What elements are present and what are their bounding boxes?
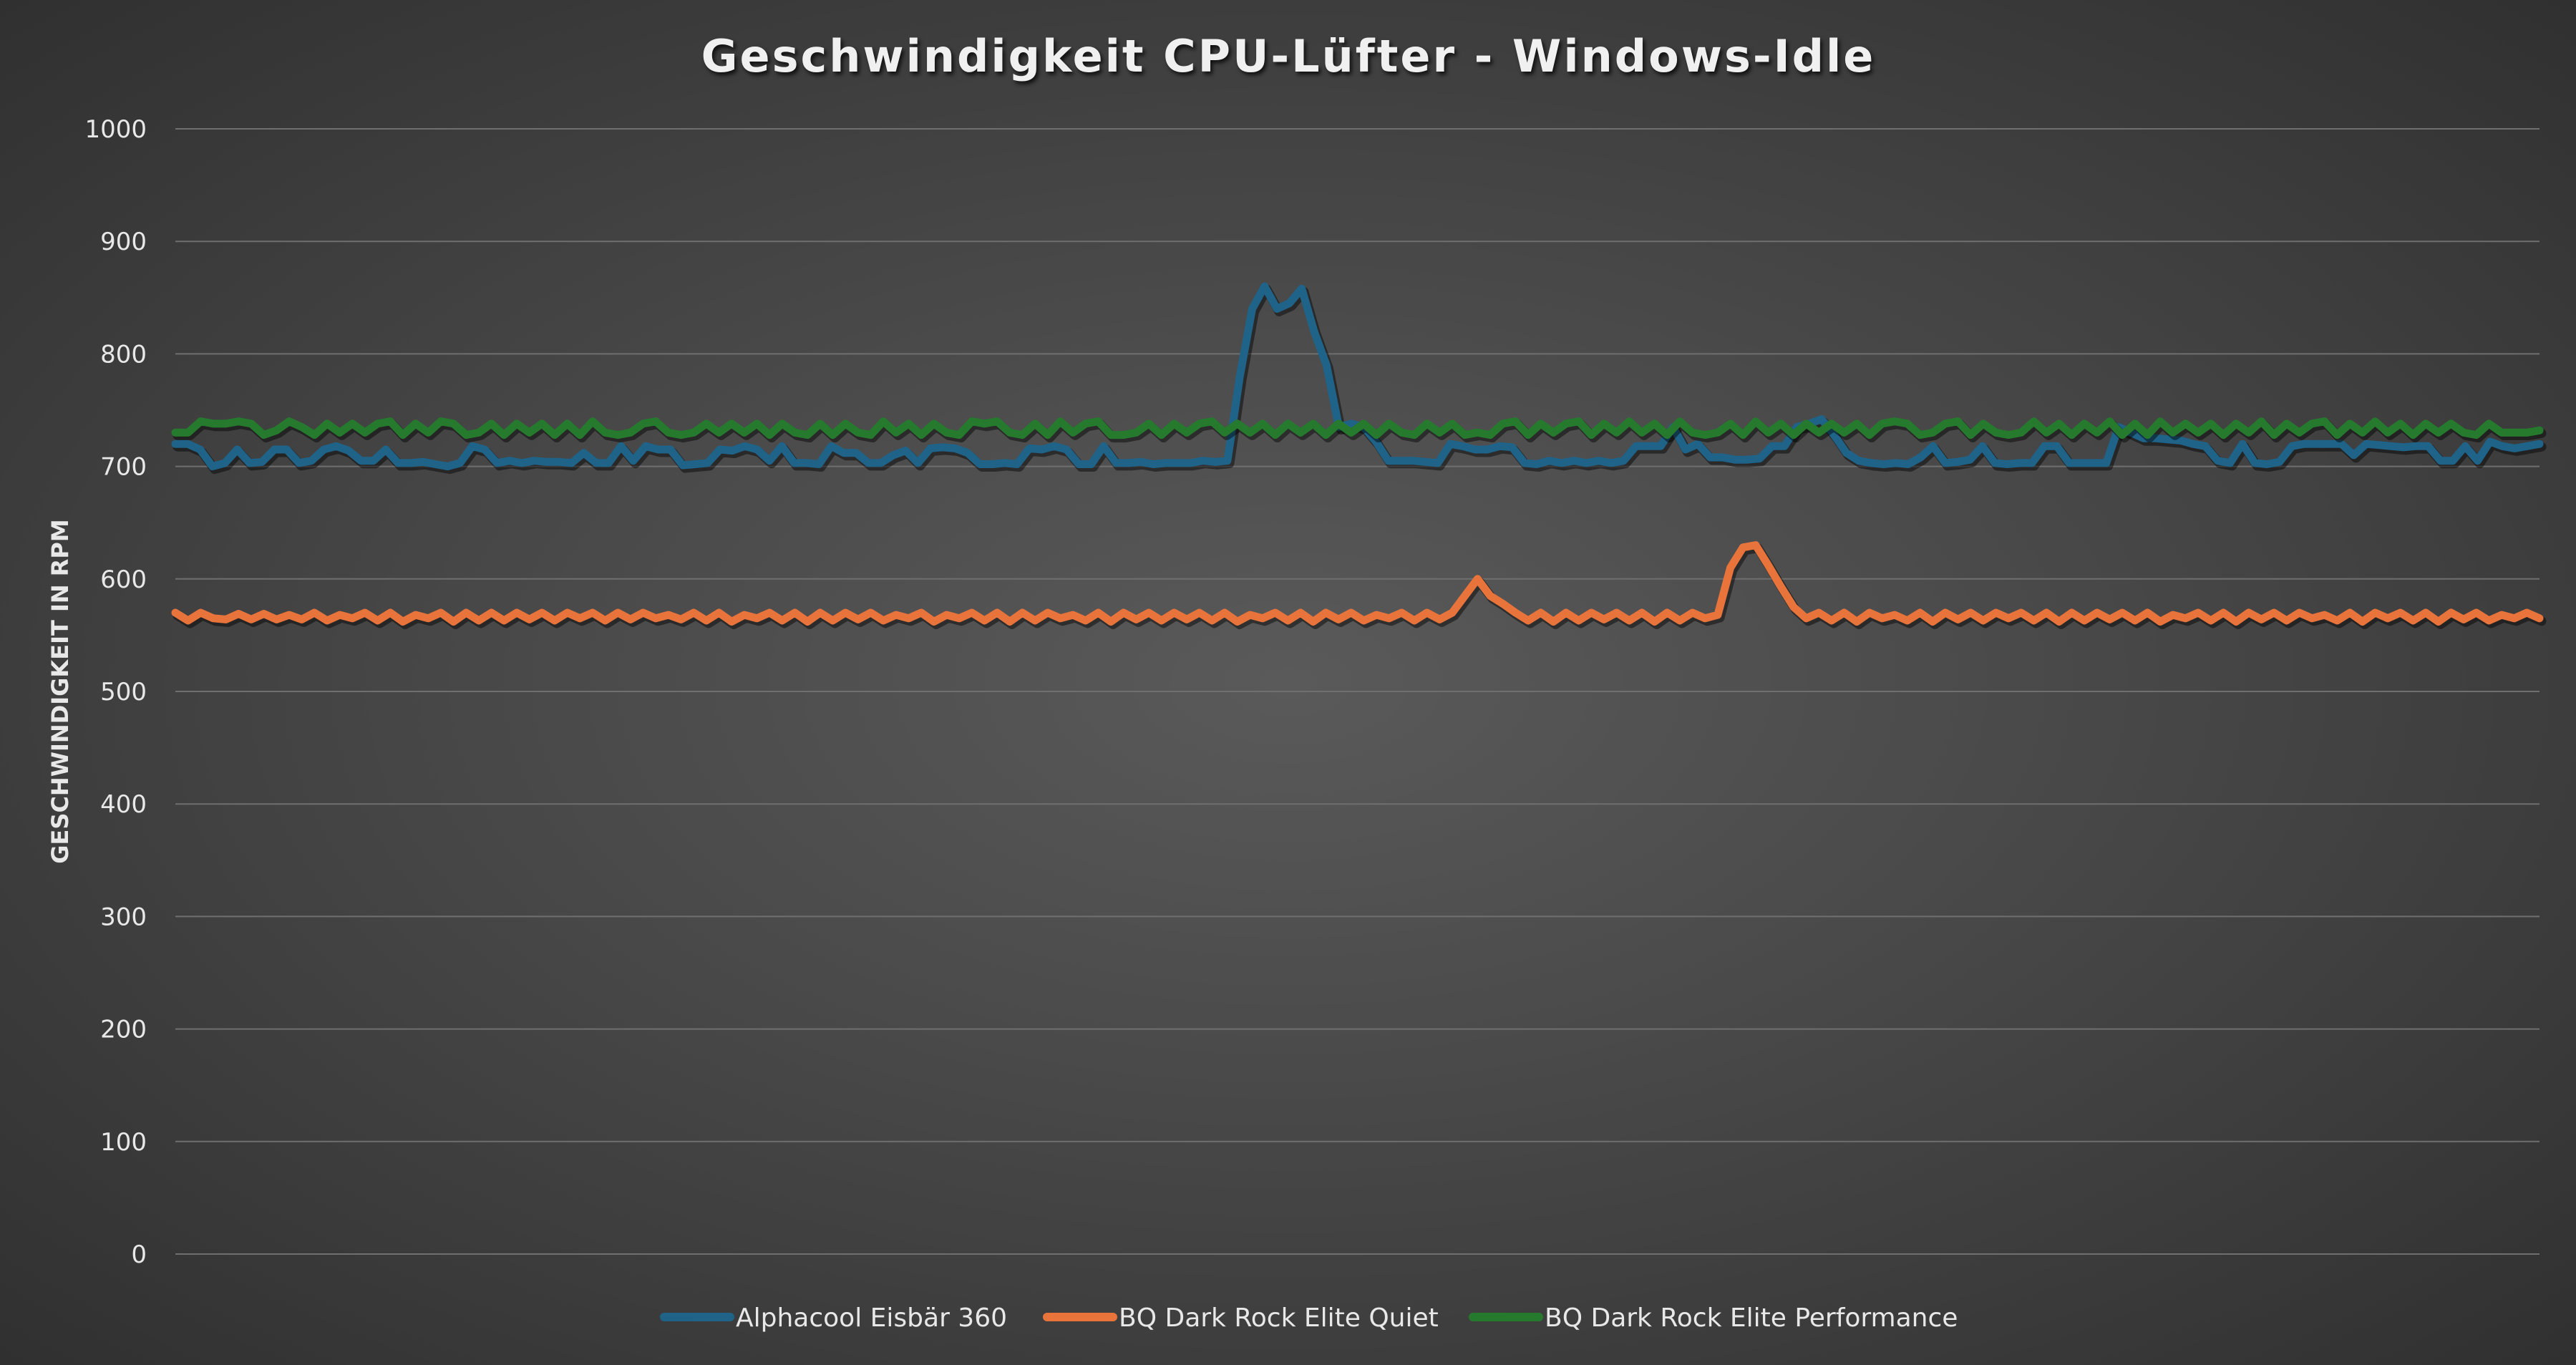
y-tick-label: 300 [100, 903, 147, 931]
series-lines [171, 282, 2547, 629]
y-tick-label: 900 [100, 228, 147, 256]
legend: Alphacool Eisbär 360 BQ Dark Rock Elite Q… [660, 1303, 1958, 1333]
y-axis-ticks: 0 100 200 300 400 500 600 700 800 900 1000 [84, 115, 147, 1269]
series-line-2 [171, 417, 2544, 439]
y-tick-label: 1000 [84, 115, 147, 144]
legend-label-2: BQ Dark Rock Elite Performance [1545, 1303, 1958, 1333]
legend-label-0: Alphacool Eisbär 360 [736, 1303, 1007, 1333]
y-tick-label: 0 [131, 1240, 147, 1269]
legend-label-1: BQ Dark Rock Elite Quiet [1119, 1303, 1439, 1333]
y-tick-label: 100 [100, 1128, 147, 1157]
series-line-1 [171, 541, 2544, 626]
series-shadow-1 [172, 543, 2547, 629]
y-tick-label: 700 [100, 453, 147, 482]
y-tick-label: 800 [100, 340, 147, 369]
y-axis-label: GESCHWINDIGKEIT IN RPM [47, 519, 74, 863]
y-tick-label: 500 [100, 678, 147, 706]
y-tick-label: 200 [100, 1016, 147, 1044]
y-tick-label: 600 [100, 565, 147, 594]
gridlines [175, 128, 2539, 1255]
y-tick-label: 400 [100, 790, 147, 819]
chart-title: Geschwindigkeit CPU-Lüfter - Windows-Idl… [701, 30, 1876, 82]
